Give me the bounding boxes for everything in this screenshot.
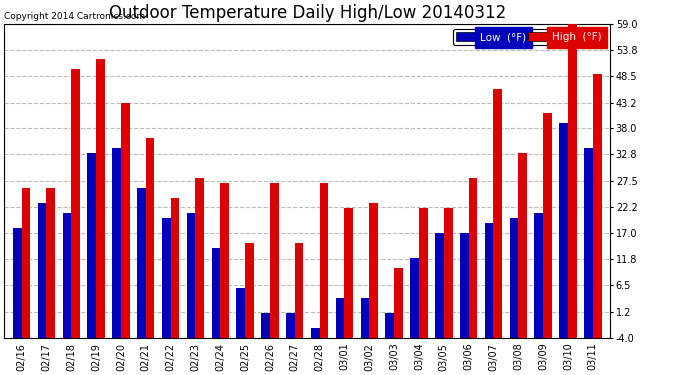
- Bar: [63, 213, 71, 338]
- Bar: [146, 138, 155, 338]
- Bar: [295, 243, 304, 338]
- Bar: [311, 328, 319, 338]
- Title: Outdoor Temperature Daily High/Low 20140312: Outdoor Temperature Daily High/Low 20140…: [108, 4, 506, 22]
- Bar: [485, 223, 493, 338]
- Bar: [543, 114, 552, 338]
- Text: Copyright 2014 Cartronics.com: Copyright 2014 Cartronics.com: [4, 12, 146, 21]
- Bar: [46, 188, 55, 338]
- Bar: [170, 198, 179, 338]
- Bar: [96, 58, 105, 338]
- Bar: [13, 228, 21, 338]
- Bar: [319, 183, 328, 338]
- Bar: [584, 148, 593, 338]
- Bar: [411, 258, 419, 338]
- Bar: [245, 243, 254, 338]
- Bar: [394, 268, 403, 338]
- Bar: [21, 188, 30, 338]
- Bar: [237, 288, 245, 338]
- Bar: [262, 313, 270, 338]
- Bar: [112, 148, 121, 338]
- Bar: [162, 218, 170, 338]
- Bar: [187, 213, 195, 338]
- Legend: Low  (°F), High  (°F): Low (°F), High (°F): [453, 29, 605, 45]
- Bar: [361, 298, 369, 338]
- Bar: [38, 203, 46, 338]
- Bar: [195, 178, 204, 338]
- Bar: [71, 69, 80, 338]
- Bar: [518, 153, 527, 338]
- Bar: [510, 218, 518, 338]
- Bar: [460, 233, 469, 338]
- Bar: [593, 74, 602, 338]
- Bar: [220, 183, 229, 338]
- Bar: [88, 153, 96, 338]
- Bar: [270, 183, 279, 338]
- Bar: [212, 248, 220, 338]
- Bar: [369, 203, 378, 338]
- Bar: [493, 88, 502, 338]
- Bar: [444, 208, 453, 338]
- Bar: [435, 233, 444, 338]
- Bar: [535, 213, 543, 338]
- Bar: [286, 313, 295, 338]
- Bar: [568, 19, 577, 338]
- Bar: [137, 188, 146, 338]
- Bar: [419, 208, 428, 338]
- Bar: [560, 123, 568, 338]
- Bar: [344, 208, 353, 338]
- Bar: [469, 178, 477, 338]
- Bar: [121, 104, 130, 338]
- Bar: [336, 298, 344, 338]
- Bar: [386, 313, 394, 338]
